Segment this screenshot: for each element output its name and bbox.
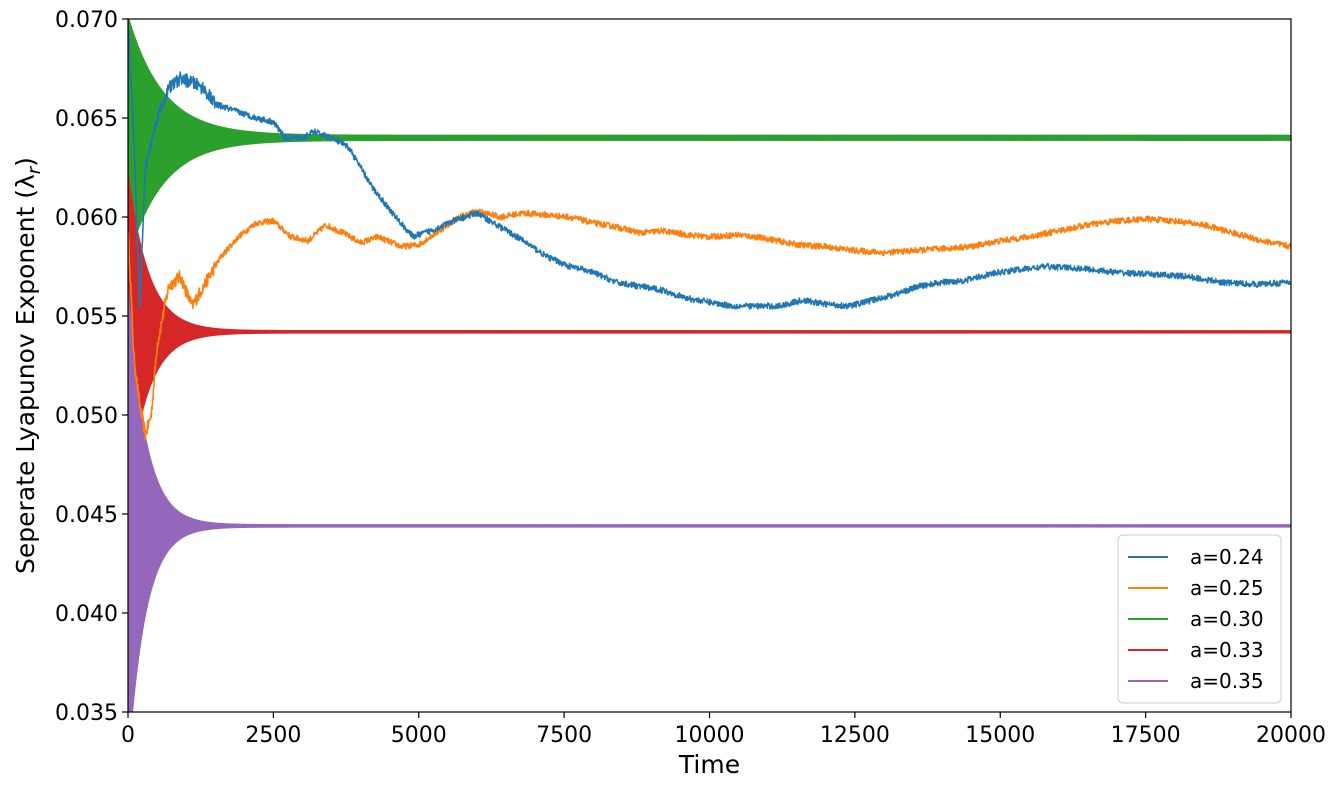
legend-label: a=0.35 xyxy=(1190,669,1264,693)
y-axis: 0.035 0.040 0.045 0.050 0.055 0.060 0.065 0.070 xyxy=(55,8,128,726)
x-tick-label: 12500 xyxy=(820,723,890,748)
x-axis: 0 2500 5000 7500 10000 12500 15000 17500 20000 xyxy=(121,712,1326,748)
y-tick-label: 0.070 xyxy=(55,8,118,33)
legend: a=0.24 a=0.25 a=0.30 a=0.33 a=0.35 xyxy=(1117,534,1282,704)
y-tick-label: 0.055 xyxy=(55,305,118,330)
x-tick-label: 2500 xyxy=(245,723,301,748)
x-tick-label: 0 xyxy=(121,723,135,748)
series-line-a=0.30 xyxy=(128,19,1291,260)
series-line-a=0.35 xyxy=(128,286,1291,712)
legend-label: a=0.30 xyxy=(1190,607,1264,631)
x-tick-label: 10000 xyxy=(675,723,745,748)
series-line-a=0.25 xyxy=(128,208,1291,441)
plot-frame xyxy=(127,18,1292,713)
legend-label: a=0.24 xyxy=(1190,545,1264,569)
series-line-a=0.33 xyxy=(128,171,1291,493)
x-tick-label: 5000 xyxy=(391,723,447,748)
x-tick-label: 7500 xyxy=(536,723,592,748)
x-tick-label: 20000 xyxy=(1256,723,1326,748)
x-tick-label: 17500 xyxy=(1111,723,1181,748)
legend-label: a=0.33 xyxy=(1190,638,1264,662)
y-tick-label: 0.045 xyxy=(55,503,118,528)
y-axis-label: Seperate Lyapunov Exponent (λr) xyxy=(11,157,45,574)
series-layer xyxy=(128,19,1291,712)
y-tick-label: 0.060 xyxy=(55,206,118,231)
x-axis-label: Time xyxy=(678,750,740,779)
y-tick-label: 0.065 xyxy=(55,107,118,132)
y-axis-label-suffix: ) xyxy=(11,157,40,167)
legend-box xyxy=(1117,534,1282,704)
legend-label: a=0.25 xyxy=(1190,576,1264,600)
series-line-a=0.24 xyxy=(128,19,1291,310)
y-axis-label-subscript: r xyxy=(24,165,45,174)
y-tick-label: 0.050 xyxy=(55,404,118,429)
y-tick-label: 0.040 xyxy=(55,602,118,627)
x-tick-label: 15000 xyxy=(965,723,1035,748)
y-tick-label: 0.035 xyxy=(55,701,118,726)
y-axis-label-main: Seperate Lyapunov Exponent (λ xyxy=(11,174,40,574)
